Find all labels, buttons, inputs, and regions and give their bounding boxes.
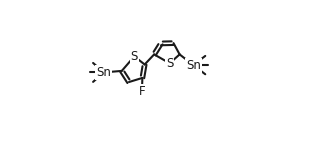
Text: S: S (166, 57, 173, 70)
Text: S: S (131, 50, 138, 63)
Text: F: F (138, 85, 145, 98)
Text: Sn: Sn (186, 59, 201, 72)
Text: Sn: Sn (96, 66, 111, 79)
